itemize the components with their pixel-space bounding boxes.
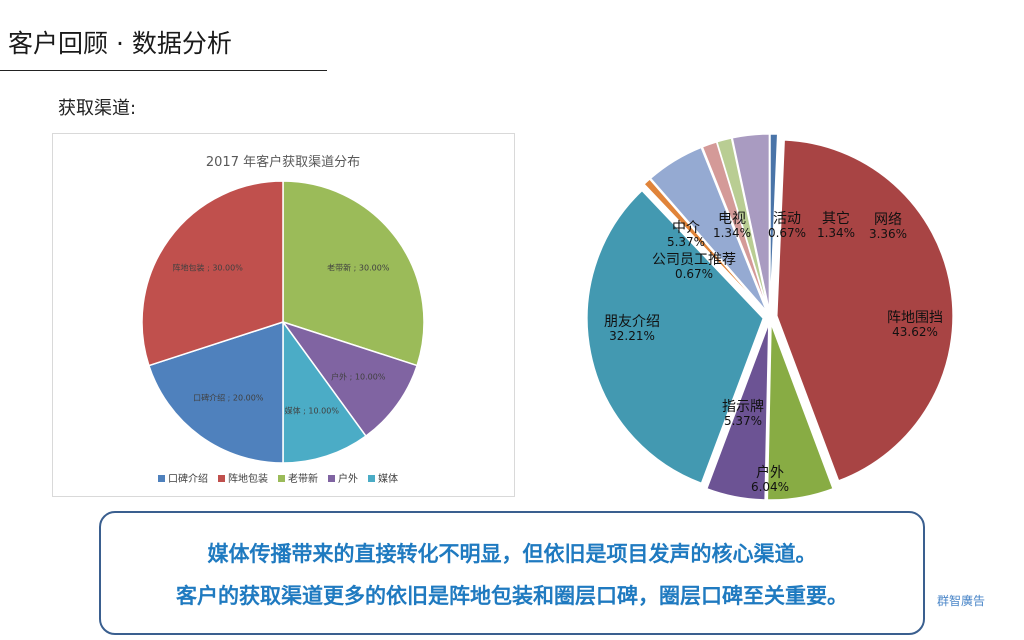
legend-label-4: 媒体 xyxy=(378,473,398,485)
channel-slice-4 xyxy=(586,189,764,484)
channel-slice-9 xyxy=(731,133,770,311)
legend-swatch-1 xyxy=(218,475,225,482)
channel-name-label-2: 户外 xyxy=(756,464,784,481)
channel-name-label-6: 中介 xyxy=(672,220,700,236)
channel-value-label-2: 6.04% xyxy=(751,480,789,494)
legend-swatch-3 xyxy=(328,475,335,482)
summary-line-2: 客户的获取渠道更多的依旧是阵地包装和圈层口碑，圈层口碑至关重要。 xyxy=(176,584,848,608)
pie-slice-label-0: 老带新 ; 30.00% xyxy=(327,262,390,272)
legend-swatch-4 xyxy=(368,475,375,482)
brand-logo-text: 群智廣告 xyxy=(937,594,986,608)
pie-slice-1 xyxy=(281,320,419,438)
channel-slice-1 xyxy=(776,139,954,482)
channel-value-label-7: 1.34% xyxy=(713,226,751,240)
pie-chart-channels: 活动0.67%阵地围挡43.62%户外6.04%指示牌5.37%朋友介绍32.2… xyxy=(586,133,954,501)
channel-name-label-5: 公司员工推荐 xyxy=(652,252,736,268)
channel-value-label-4: 32.21% xyxy=(609,329,655,343)
legend-label-1: 阵地包装 xyxy=(228,472,268,485)
legend-label-3: 户外 xyxy=(338,472,358,485)
pie-chart-2017-svg: 2017 年客户获取渠道分布 老带新 ; 30.00% 户外 ; 10.00% 媒体… xyxy=(141,154,425,485)
channel-slice-5 xyxy=(643,178,766,313)
channel-slice-8 xyxy=(716,137,769,311)
channel-name-label-4: 朋友介绍 xyxy=(604,314,660,330)
pie-slice-label-1: 户外 ; 10.00% xyxy=(331,372,386,382)
channel-value-label-1: 43.62% xyxy=(892,325,938,339)
channel-slice-3 xyxy=(706,323,770,501)
pie-slice-label-4: 阵地包装 ; 30.00% xyxy=(173,262,244,272)
pie-slice-2 xyxy=(282,319,367,464)
channel-value-label-3: 5.37% xyxy=(724,414,762,428)
summary-line-1: 媒体传播带来的直接转化不明显，但依旧是项目发声的核心渠道。 xyxy=(207,542,817,566)
pie-slice-label-2: 媒体 ; 10.00% xyxy=(285,406,340,416)
legend-label-2: 老带新 xyxy=(288,472,318,485)
summary-callout: 媒体传播带来的直接转化不明显，但依旧是项目发声的核心渠道。 客户的获取渠道更多的… xyxy=(99,511,925,635)
channel-name-label-1: 阵地围挡 xyxy=(887,310,943,326)
channel-value-label-0: 0.67% xyxy=(768,226,806,240)
channel-name-label-9: 网络 xyxy=(874,212,902,228)
pie-slice-3 xyxy=(147,320,284,464)
channel-name-label-3: 指示牌 xyxy=(722,398,764,415)
legend-swatch-0 xyxy=(158,475,165,482)
pie-slice-4 xyxy=(141,180,284,367)
chart-title: 2017 年客户获取渠道分布 xyxy=(206,154,360,170)
channel-value-label-6: 5.37% xyxy=(667,235,705,249)
channel-value-label-5: 0.67% xyxy=(675,267,713,281)
page-title: 客户回顾 · 数据分析 xyxy=(8,29,232,58)
legend-label-0: 口碑介绍 xyxy=(168,472,208,485)
legend-swatch-2 xyxy=(278,475,285,482)
channel-name-label-0: 活动 xyxy=(773,211,801,227)
pie-chart-2017: 2017 年客户获取渠道分布 老带新 ; 30.00% 户外 ; 10.00% 媒体… xyxy=(52,133,515,497)
channel-slice-2 xyxy=(766,323,834,501)
channel-name-label-7: 电视 xyxy=(718,211,746,227)
channel-slice-0 xyxy=(769,133,779,311)
section-label: 获取渠道: xyxy=(58,98,137,119)
pie-slice-0 xyxy=(282,180,425,367)
channel-name-label-8: 其它 xyxy=(822,210,850,227)
channel-value-label-8: 1.34% xyxy=(817,226,855,240)
channel-slice-6 xyxy=(649,146,767,312)
channel-value-label-9: 3.36% xyxy=(869,227,907,241)
pie-slice-label-3: 口碑介绍 ; 20.00% xyxy=(193,392,264,402)
title-underline xyxy=(0,70,327,71)
